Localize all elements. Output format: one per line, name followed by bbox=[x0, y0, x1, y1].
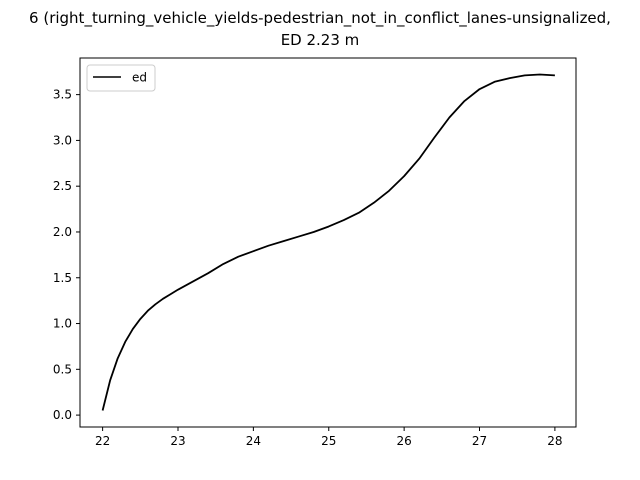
legend-label-ed: ed bbox=[132, 71, 147, 85]
y-tick-label: 0.0 bbox=[53, 408, 72, 422]
chart-title-line-1: 6 (right_turning_vehicle_yields-pedestri… bbox=[29, 9, 611, 28]
x-tick-label: 27 bbox=[472, 434, 487, 448]
y-tick-label: 3.0 bbox=[53, 133, 72, 147]
y-axis-ticks: 0.0 0.5 1.0 1.5 2.0 2.5 3.0 3.5 bbox=[53, 88, 80, 422]
y-tick-label: 2.5 bbox=[53, 179, 72, 193]
x-tick-label: 23 bbox=[170, 434, 185, 448]
legend: ed bbox=[86, 64, 156, 92]
x-tick-label: 28 bbox=[547, 434, 562, 448]
x-tick-label: 24 bbox=[246, 434, 261, 448]
x-tick-label: 25 bbox=[321, 434, 336, 448]
y-tick-label: 1.5 bbox=[53, 271, 72, 285]
series-layer bbox=[101, 73, 555, 411]
x-axis-ticks: 22 23 24 25 26 27 28 bbox=[95, 427, 563, 448]
series-line-ed bbox=[101, 73, 555, 411]
y-tick-label: 2.0 bbox=[53, 225, 72, 239]
chart-title-line-2: ED 2.23 m bbox=[281, 31, 360, 49]
y-tick-label: 0.5 bbox=[53, 362, 72, 376]
y-tick-label: 3.5 bbox=[53, 88, 72, 102]
plot-area-frame bbox=[79, 57, 577, 428]
x-tick-label: 26 bbox=[396, 434, 411, 448]
x-tick-label: 22 bbox=[95, 434, 110, 448]
y-tick-label: 1.0 bbox=[53, 317, 72, 331]
legend-box bbox=[86, 64, 156, 92]
